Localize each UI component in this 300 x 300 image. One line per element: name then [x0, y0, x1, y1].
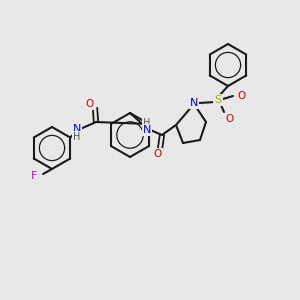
Text: N: N [143, 125, 151, 135]
Text: O: O [237, 91, 245, 101]
Text: H: H [143, 118, 151, 128]
Text: O: O [225, 114, 233, 124]
Text: H: H [73, 132, 81, 142]
Text: O: O [86, 99, 94, 109]
Text: S: S [214, 95, 222, 105]
Text: N: N [190, 98, 198, 108]
Text: N: N [73, 124, 81, 134]
Text: F: F [31, 171, 37, 181]
Text: O: O [154, 149, 162, 159]
